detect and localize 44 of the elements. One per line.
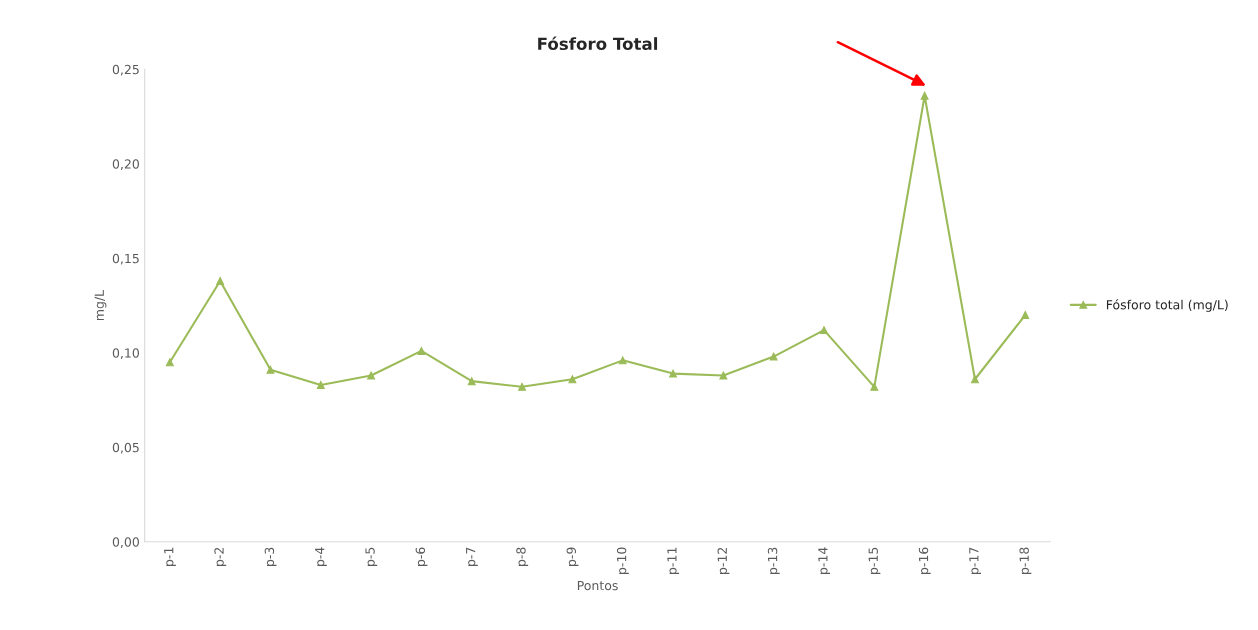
x-tick-label: p-8: [516, 547, 529, 566]
x-axis-title: Pontos: [577, 580, 618, 591]
point: [417, 346, 426, 355]
chart-title: Fósforo Total: [538, 36, 658, 51]
x-tick-label: p-4: [315, 547, 327, 566]
x-tick-label: p-16: [918, 547, 931, 574]
point: [870, 382, 879, 391]
point: [568, 375, 577, 384]
x-tick-label: p-15: [868, 547, 881, 574]
point: [467, 377, 476, 386]
y-tick-label: 0,10: [112, 348, 139, 359]
y-tick-label: 0,25: [112, 64, 139, 76]
x-tick-label: p-17: [969, 547, 981, 574]
y-tick-label: 0,00: [112, 537, 139, 548]
point: [820, 326, 828, 335]
x-tick-label: p-12: [717, 547, 730, 574]
y-axis-title: mg/L: [94, 289, 107, 321]
point: [970, 375, 979, 384]
x-tick-label: p-13: [767, 547, 780, 574]
point: [618, 356, 627, 365]
y-tick-label: 0,05: [112, 442, 139, 454]
x-tick-label: p-3: [264, 547, 277, 566]
x-tick-label: p-9: [566, 547, 579, 566]
point: [920, 91, 929, 100]
x-tick-label: p-10: [616, 547, 629, 574]
legend-label: Fósforo total (mg/L): [1106, 299, 1228, 312]
x-tick-label: p-18: [1019, 547, 1032, 574]
point: [266, 365, 275, 374]
x-tick-label: p-7: [466, 547, 478, 566]
y-tick-label: 0,15: [112, 253, 139, 265]
x-tick-label: p-14: [818, 547, 831, 574]
point: [518, 382, 527, 391]
x-tick-label: p-6: [415, 547, 428, 566]
point: [769, 352, 778, 361]
point: [1021, 311, 1030, 319]
point: [216, 276, 225, 285]
point: [165, 358, 174, 367]
x-tick-label: p-5: [365, 547, 378, 566]
x-tick-label: p-2: [214, 547, 227, 566]
y-tick-label: 0,20: [112, 159, 139, 170]
point: [316, 380, 325, 389]
x-tick-label: p-11: [667, 547, 680, 574]
point: [669, 369, 678, 378]
x-tick-label: p-1: [164, 547, 176, 566]
